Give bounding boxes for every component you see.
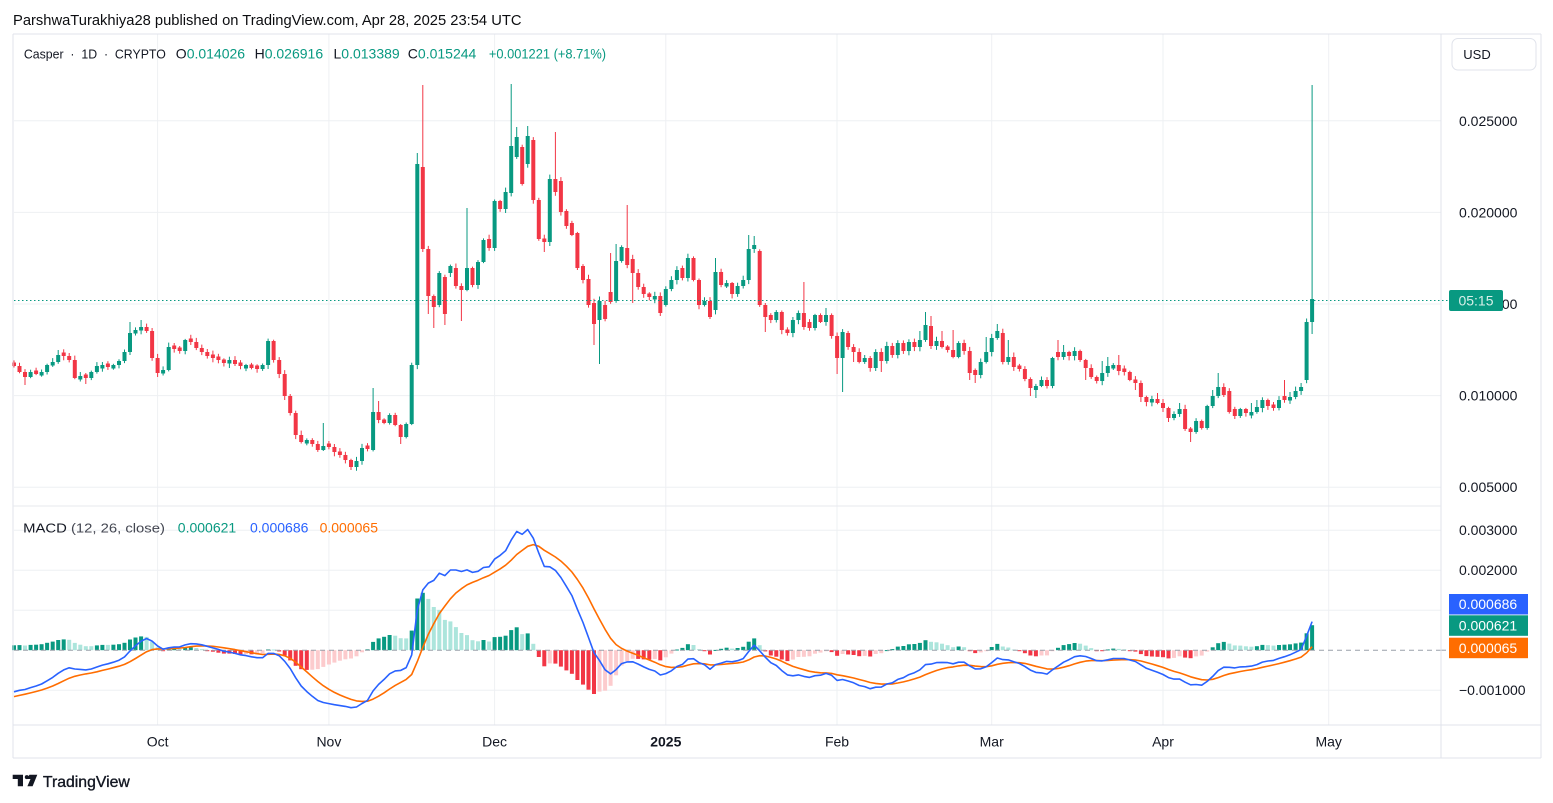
svg-text:H0.026916: H0.026916 [255, 46, 324, 62]
svg-text:L0.013389: L0.013389 [334, 46, 400, 62]
svg-text:2025: 2025 [650, 734, 681, 750]
svg-text:TradingView: TradingView [43, 774, 130, 791]
svg-text:0.020000: 0.020000 [1459, 204, 1518, 220]
svg-text:Apr: Apr [1152, 734, 1174, 750]
svg-text:C0.015244: C0.015244 [408, 46, 477, 62]
svg-text:MACD (12, 26, close): MACD (12, 26, close) [23, 521, 165, 536]
svg-text:0.002000: 0.002000 [1459, 562, 1518, 578]
svg-text:O0.014026: O0.014026 [176, 46, 245, 62]
svg-text:0.025000: 0.025000 [1459, 113, 1518, 129]
svg-text:0.000621: 0.000621 [178, 520, 237, 536]
svg-text:05:15: 05:15 [1458, 293, 1493, 309]
svg-text:May: May [1315, 734, 1341, 750]
svg-text:0.005000: 0.005000 [1459, 479, 1518, 495]
svg-text:0.000065: 0.000065 [320, 520, 379, 536]
svg-text:−0.001000: −0.001000 [1459, 682, 1526, 698]
svg-text:ParshwaTurakhiya28 published o: ParshwaTurakhiya28 published on TradingV… [13, 12, 522, 29]
svg-text:0.000621: 0.000621 [1459, 618, 1518, 634]
svg-text:Casper · 1D · CRYPTO: Casper · 1D · CRYPTO [24, 47, 166, 62]
svg-text:Feb: Feb [825, 734, 849, 750]
svg-text:0.010000: 0.010000 [1459, 388, 1518, 404]
svg-text:0.000686: 0.000686 [1459, 596, 1518, 612]
svg-text:+0.001221 (+8.71%): +0.001221 (+8.71%) [489, 46, 606, 62]
svg-text:Dec: Dec [482, 734, 507, 750]
svg-text:Mar: Mar [980, 734, 1004, 750]
svg-text:Oct: Oct [147, 734, 169, 750]
svg-text:USD: USD [1463, 47, 1490, 62]
svg-text:0.000065: 0.000065 [1459, 640, 1518, 656]
svg-text:0.000686: 0.000686 [250, 520, 309, 536]
svg-text:Nov: Nov [316, 734, 341, 750]
svg-text:0.003000: 0.003000 [1459, 522, 1518, 538]
